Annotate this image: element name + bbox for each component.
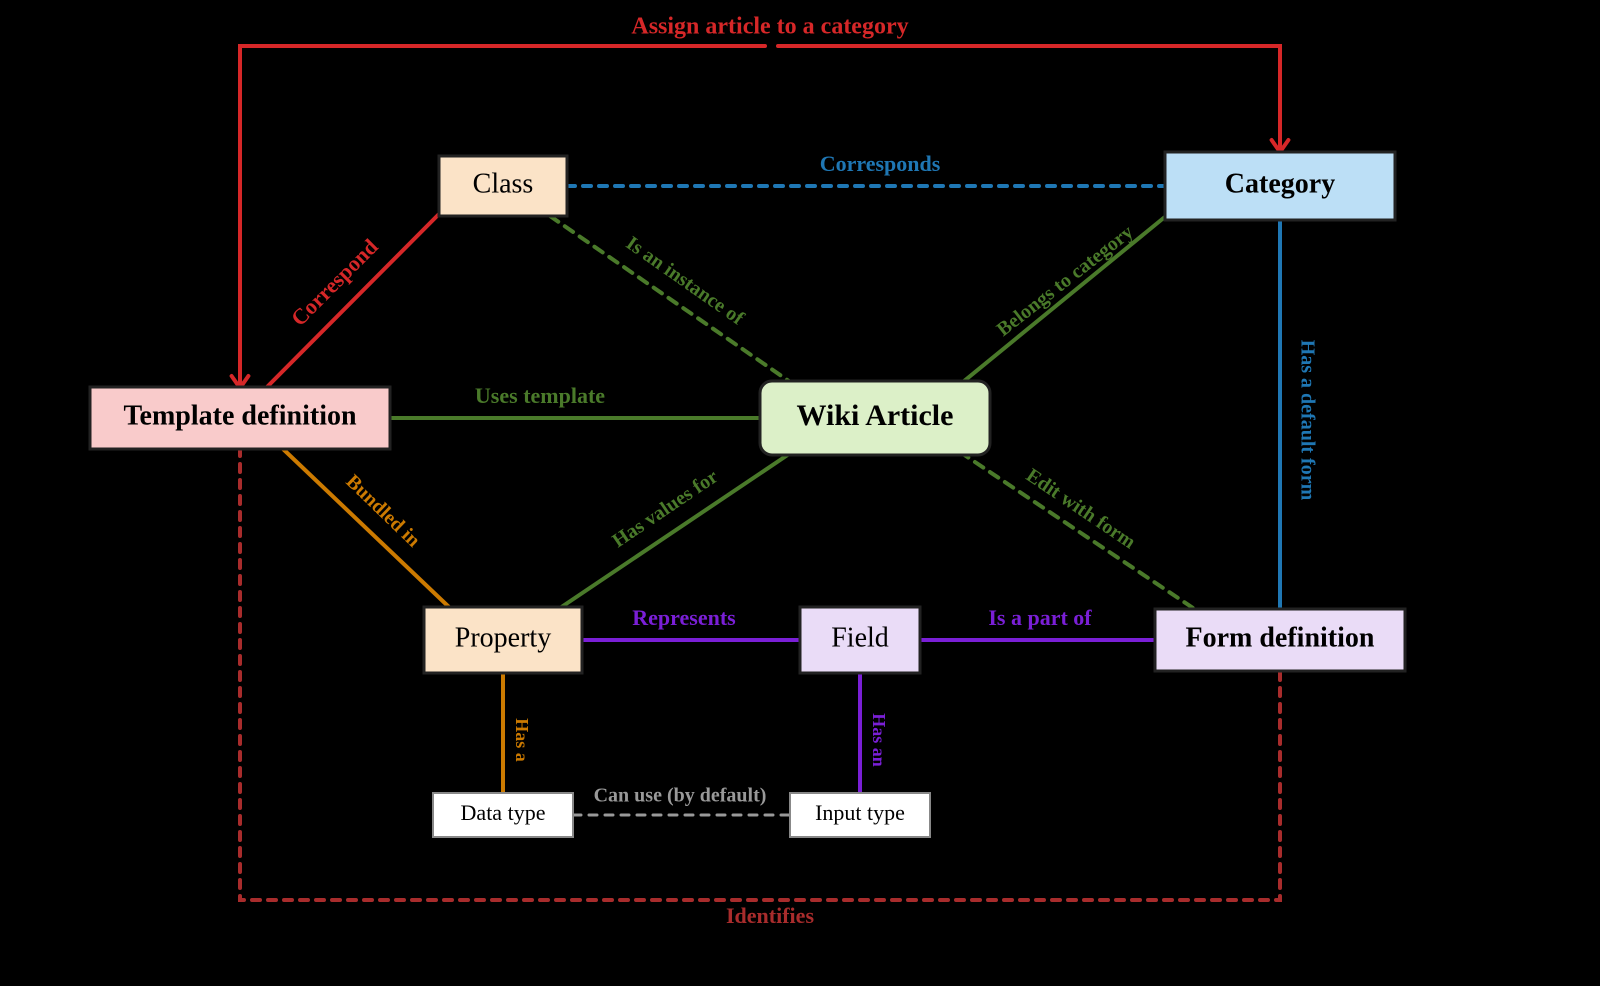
node-label-datatype: Data type (461, 800, 546, 825)
edge-label-is-part-of: Is a part of (988, 605, 1092, 630)
edge-label-identifies: Identifies (726, 903, 814, 928)
node-label-field: Field (831, 622, 889, 653)
node-label-form: Form definition (1186, 622, 1375, 653)
node-label-property: Property (455, 622, 551, 653)
node-label-wiki: Wiki Article (797, 399, 954, 432)
edge-label-assign-category: Assign article to a category (631, 14, 908, 40)
edge-label-uses-template: Uses template (475, 383, 605, 408)
node-label-template: Template definition (123, 400, 357, 431)
wiki-structure-diagram: Assign article to a category Identifies Co… (0, 0, 1600, 986)
node-label-category: Category (1225, 168, 1335, 199)
edge-label-represents: Represents (632, 605, 736, 630)
edge-label-field-has-an: Has an (869, 713, 889, 767)
node-label-class: Class (473, 168, 534, 199)
node-label-inputtype: Input type (815, 800, 905, 825)
edge-label-has-default-form: Has a default form (1296, 340, 1318, 501)
edge-label-can-use-default: Can use (by default) (594, 785, 767, 807)
edge-label-property-has-a: Has a (512, 718, 532, 762)
edge-label-corresponds-class-category: Corresponds (820, 151, 941, 176)
